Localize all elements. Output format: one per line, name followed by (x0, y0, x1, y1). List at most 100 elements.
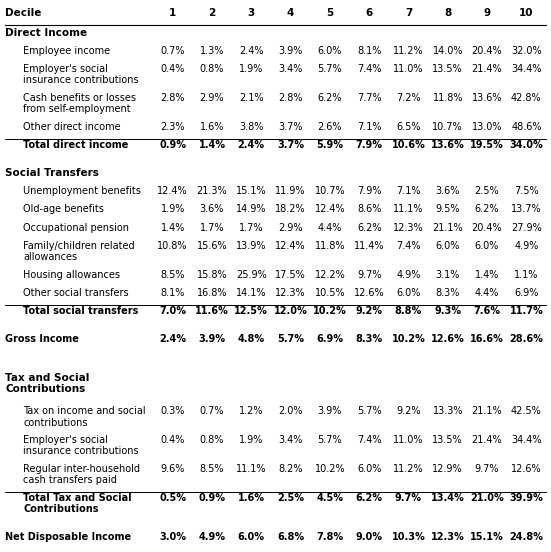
Text: Total direct income: Total direct income (23, 140, 128, 150)
Text: 4.5%: 4.5% (316, 493, 343, 503)
Text: 7.7%: 7.7% (357, 93, 381, 103)
Text: 21.1%: 21.1% (472, 406, 503, 416)
Text: 9.7%: 9.7% (357, 269, 381, 279)
Text: 14.1%: 14.1% (236, 288, 267, 298)
Text: 2.8%: 2.8% (160, 93, 185, 103)
Text: Gross Income: Gross Income (5, 334, 79, 344)
Text: 11.1%: 11.1% (393, 204, 424, 214)
Text: 9: 9 (483, 8, 490, 18)
Text: 0.5%: 0.5% (159, 493, 186, 503)
Text: 21.0%: 21.0% (470, 493, 504, 503)
Text: 10.2%: 10.2% (315, 464, 345, 474)
Text: 0.3%: 0.3% (160, 406, 185, 416)
Text: 28.6%: 28.6% (510, 334, 543, 344)
Text: 1.4%: 1.4% (475, 269, 499, 279)
Text: 9.0%: 9.0% (355, 532, 382, 542)
Text: 11.8%: 11.8% (433, 93, 463, 103)
Text: 10.6%: 10.6% (392, 140, 425, 150)
Text: 8.5%: 8.5% (199, 464, 224, 474)
Text: 34.4%: 34.4% (511, 64, 542, 74)
Text: 8.8%: 8.8% (395, 306, 422, 316)
Text: 12.4%: 12.4% (276, 241, 306, 251)
Text: 2.3%: 2.3% (160, 122, 185, 132)
Text: Net Disposable Income: Net Disposable Income (5, 532, 131, 542)
Text: 7.2%: 7.2% (396, 93, 421, 103)
Text: 7.9%: 7.9% (355, 140, 382, 150)
Text: 3.9%: 3.9% (198, 334, 225, 344)
Text: 11.8%: 11.8% (315, 241, 345, 251)
Text: 10.5%: 10.5% (315, 288, 345, 298)
Text: 10.2%: 10.2% (392, 334, 425, 344)
Text: 3.1%: 3.1% (435, 269, 460, 279)
Text: 4.4%: 4.4% (318, 222, 342, 232)
Text: 1.6%: 1.6% (200, 122, 224, 132)
Text: 5.7%: 5.7% (317, 435, 342, 445)
Text: 3.4%: 3.4% (278, 64, 302, 74)
Text: 4.9%: 4.9% (514, 241, 538, 251)
Text: 6.9%: 6.9% (514, 288, 538, 298)
Text: 12.3%: 12.3% (431, 532, 464, 542)
Text: Total social transfers: Total social transfers (23, 306, 138, 316)
Text: 6.8%: 6.8% (277, 532, 304, 542)
Text: 2.6%: 2.6% (317, 122, 342, 132)
Text: 2.1%: 2.1% (239, 93, 263, 103)
Text: 0.8%: 0.8% (200, 64, 224, 74)
Text: 11.4%: 11.4% (354, 241, 385, 251)
Text: 2.9%: 2.9% (199, 93, 224, 103)
Text: 7.6%: 7.6% (473, 306, 500, 316)
Text: Other direct income: Other direct income (23, 122, 121, 132)
Text: 1.4%: 1.4% (160, 222, 185, 232)
Text: 14.9%: 14.9% (236, 204, 267, 214)
Text: 4.4%: 4.4% (475, 288, 499, 298)
Text: 1.3%: 1.3% (200, 46, 224, 56)
Text: 8.2%: 8.2% (278, 464, 303, 474)
Text: 8.3%: 8.3% (435, 288, 460, 298)
Text: 15.6%: 15.6% (197, 241, 227, 251)
Text: 10: 10 (519, 8, 533, 18)
Text: 5.7%: 5.7% (277, 334, 304, 344)
Text: Total Tax and Social
Contributions: Total Tax and Social Contributions (23, 493, 132, 514)
Text: 18.2%: 18.2% (276, 204, 306, 214)
Text: 5.7%: 5.7% (317, 64, 342, 74)
Text: 20.4%: 20.4% (472, 46, 503, 56)
Text: 1.6%: 1.6% (237, 493, 264, 503)
Text: 0.9%: 0.9% (198, 493, 225, 503)
Text: 15.1%: 15.1% (236, 187, 267, 197)
Text: 2.4%: 2.4% (237, 140, 264, 150)
Text: 15.1%: 15.1% (470, 532, 504, 542)
Text: Tax and Social
Contributions: Tax and Social Contributions (5, 373, 89, 395)
Text: 4.9%: 4.9% (198, 532, 225, 542)
Text: 8: 8 (444, 8, 451, 18)
Text: 11.2%: 11.2% (393, 46, 424, 56)
Text: 0.4%: 0.4% (160, 64, 185, 74)
Text: 9.5%: 9.5% (435, 204, 460, 214)
Text: 9.6%: 9.6% (160, 464, 185, 474)
Text: 13.9%: 13.9% (236, 241, 267, 251)
Text: 8.3%: 8.3% (355, 334, 383, 344)
Text: 3.7%: 3.7% (278, 122, 303, 132)
Text: Tax on income and social
contributions: Tax on income and social contributions (23, 406, 145, 428)
Text: 6.2%: 6.2% (317, 93, 342, 103)
Text: 6.0%: 6.0% (357, 464, 381, 474)
Text: 12.0%: 12.0% (274, 306, 307, 316)
Text: 1.1%: 1.1% (514, 269, 538, 279)
Text: Employer's social
insurance contributions: Employer's social insurance contribution… (23, 435, 139, 457)
Text: Social Transfers: Social Transfers (5, 168, 99, 178)
Text: 6.0%: 6.0% (318, 46, 342, 56)
Text: 6.9%: 6.9% (316, 334, 343, 344)
Text: 0.7%: 0.7% (160, 46, 185, 56)
Text: 12.9%: 12.9% (433, 464, 463, 474)
Text: 10.3%: 10.3% (392, 532, 425, 542)
Text: 3.6%: 3.6% (435, 187, 460, 197)
Text: Employee income: Employee income (23, 46, 110, 56)
Text: 21.3%: 21.3% (197, 187, 227, 197)
Text: 11.2%: 11.2% (393, 464, 424, 474)
Text: 4.8%: 4.8% (237, 334, 265, 344)
Text: 0.9%: 0.9% (159, 140, 186, 150)
Text: 7.4%: 7.4% (357, 64, 381, 74)
Text: 21.4%: 21.4% (472, 64, 503, 74)
Text: 6.2%: 6.2% (357, 222, 381, 232)
Text: 2.9%: 2.9% (278, 222, 303, 232)
Text: 7.0%: 7.0% (159, 306, 186, 316)
Text: 7.5%: 7.5% (514, 187, 539, 197)
